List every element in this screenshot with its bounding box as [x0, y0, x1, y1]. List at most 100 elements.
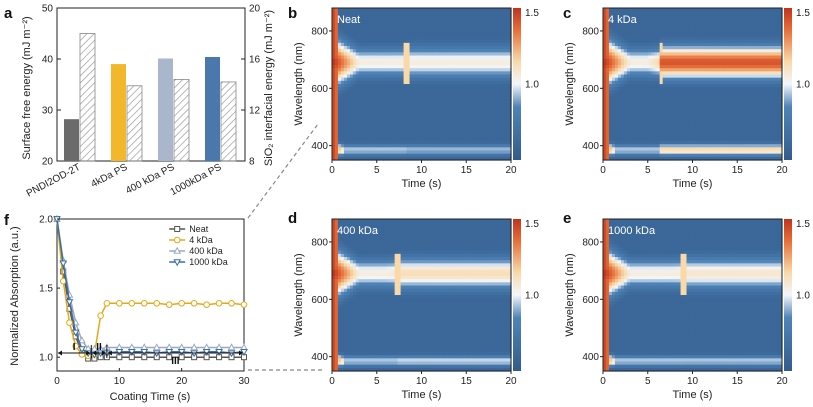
heatmap-cell [665, 96, 670, 101]
heatmap-cell [472, 131, 476, 136]
heatmap-cell [641, 36, 646, 41]
heatmap-cell [451, 36, 455, 41]
heatmap-cell [460, 52, 464, 57]
heatmap-cell [457, 125, 461, 129]
heatmap-cell [382, 30, 387, 34]
heatmap-cell [352, 27, 357, 31]
heatmap-cell [728, 30, 732, 34]
heatmap-cell [364, 131, 369, 136]
heatmap-cell [445, 39, 449, 44]
heatmap-cell [632, 58, 637, 63]
heatmap-cell [635, 39, 640, 44]
heatmap-cell [352, 118, 357, 123]
heatmap-cell [418, 42, 423, 47]
heatmap-cell [340, 61, 345, 66]
heatmap-cell [665, 115, 670, 120]
heatmap-cell [343, 74, 348, 79]
heatmap-cell [388, 96, 393, 101]
heatmap-cell [379, 153, 384, 158]
heatmap-cell [674, 103, 679, 107]
heatmap-cell [340, 122, 345, 126]
heatmap-cell [406, 150, 411, 155]
heatmap-cell [701, 156, 706, 161]
heatmap-cell [683, 144, 688, 148]
heatmap-cell [614, 128, 619, 133]
heatmap-cell [442, 33, 446, 38]
heatmap-cell [409, 156, 414, 161]
heatmap-cell [508, 49, 512, 53]
heatmap-cell [409, 122, 414, 126]
heatmap-cell [713, 14, 717, 19]
heatmap-cell [412, 11, 417, 15]
heatmap-cells [603, 8, 783, 161]
heatmap-cell [493, 27, 497, 31]
heatmap-cell [677, 20, 682, 25]
heatmap-cell [433, 122, 438, 126]
heatmap-cell [698, 156, 703, 161]
heatmap-cell [698, 20, 703, 25]
heatmap-cell [683, 134, 688, 139]
heatmap-cell [433, 103, 438, 107]
heatmap-cell [499, 65, 503, 69]
heatmap-cell [719, 8, 723, 12]
heatmap-cell [707, 112, 711, 117]
heatmap-cell [641, 109, 646, 114]
heatmap-cell [421, 134, 426, 139]
heatmap-cell [337, 137, 342, 142]
heatmap-cell [466, 109, 470, 114]
heatmap-cell [487, 14, 491, 19]
heatmap-cell [346, 42, 351, 47]
heatmap-cell [427, 11, 432, 15]
heatmap-cell [686, 153, 691, 158]
heatmap-cell [412, 27, 417, 31]
heatmap-cell [487, 65, 491, 69]
heatmap-cell [460, 156, 464, 161]
heatmap-cell [409, 8, 414, 12]
heatmap-cell [638, 106, 643, 110]
heatmap-cell [388, 23, 393, 28]
heatmap-cell [367, 30, 372, 34]
heatmap-cell [635, 42, 640, 47]
heatmap-cell [385, 20, 390, 25]
heatmap-cell [376, 137, 381, 142]
heatmap-cell [361, 42, 366, 47]
heatmap-cell [478, 115, 482, 120]
heatmap-cell [463, 23, 467, 28]
heatmap-cell [641, 61, 646, 66]
heatmap-cell [430, 65, 435, 69]
heatmap-cell [677, 96, 682, 101]
heatmap-cell [728, 42, 732, 47]
heatmap-cell [406, 109, 411, 114]
heatmap-cell [490, 65, 494, 69]
heatmap-cell [332, 68, 336, 72]
heatmap-cell [499, 33, 503, 38]
heatmap-cell [484, 131, 488, 136]
heatmap-cell [478, 17, 482, 22]
heatmap-cell [475, 68, 479, 72]
heatmap-cell [403, 30, 408, 34]
heatmap-cell [463, 65, 467, 69]
heatmap-cell [388, 134, 393, 139]
heatmap-cell [376, 141, 381, 145]
heatmap-cell [439, 49, 443, 53]
heatmap-cell [496, 30, 500, 34]
heatmap-cell [436, 147, 440, 152]
heatmap-cell [626, 49, 631, 53]
heatmap-cell [361, 17, 366, 22]
heatmap-cell [680, 33, 685, 38]
heatmap-cell [412, 65, 417, 69]
heatmap-cell [644, 61, 649, 66]
heatmap-cell [415, 109, 420, 114]
heatmap-cell [400, 42, 405, 47]
heatmap-cell [367, 8, 372, 12]
heatmap-cell [358, 23, 363, 28]
heatmap-cell [653, 80, 658, 85]
heatmap-cell [716, 137, 720, 142]
heatmap-cell [451, 112, 455, 117]
heatmap-cell [424, 39, 429, 44]
heatmap-cell [457, 65, 461, 69]
heatmap-cell [406, 103, 411, 107]
heatmap-cell [454, 30, 458, 34]
heatmap-cell [388, 131, 393, 136]
heatmap-cell [457, 68, 461, 72]
